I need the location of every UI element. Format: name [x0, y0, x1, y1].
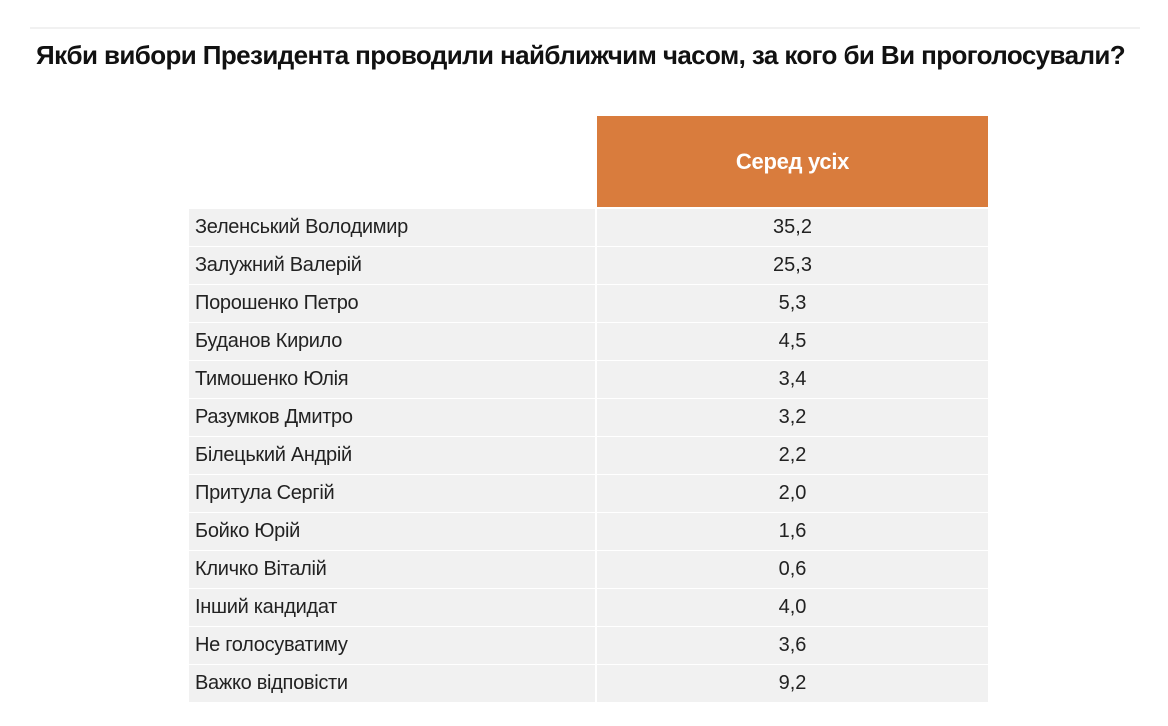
candidate-value: 9,2	[597, 665, 988, 702]
candidate-value: 3,2	[597, 399, 988, 436]
table-row: Бойко Юрій 1,6	[189, 513, 988, 550]
table-row: Зеленський Володимир 35,2	[189, 209, 988, 246]
candidate-name: Тимошенко Юлія	[189, 361, 595, 398]
page-title: Якби вибори Президента проводили найближ…	[36, 40, 1126, 70]
candidate-name: Зеленський Володимир	[189, 209, 595, 246]
table-row: Інший кандидат 4,0	[189, 589, 988, 626]
table-row: Кличко Віталій 0,6	[189, 551, 988, 588]
candidate-name: Не голосуватиму	[189, 627, 595, 664]
table-row: Притула Сергій 2,0	[189, 475, 988, 512]
candidate-value: 35,2	[597, 209, 988, 246]
column-header: Серед усіх	[597, 116, 988, 207]
candidate-name: Кличко Віталій	[189, 551, 595, 588]
candidate-value: 1,6	[597, 513, 988, 550]
candidate-value: 4,0	[597, 589, 988, 626]
candidate-name: Бойко Юрій	[189, 513, 595, 550]
candidate-name: Буданов Кирило	[189, 323, 595, 360]
table-row: Не голосуватиму 3,6	[189, 627, 988, 664]
candidate-name: Інший кандидат	[189, 589, 595, 626]
candidate-value: 0,6	[597, 551, 988, 588]
candidate-value: 3,6	[597, 627, 988, 664]
candidate-value: 2,0	[597, 475, 988, 512]
candidate-value: 4,5	[597, 323, 988, 360]
candidate-name: Притула Сергій	[189, 475, 595, 512]
table-row: Залужний Валерій 25,3	[189, 247, 988, 284]
candidate-value: 2,2	[597, 437, 988, 474]
candidate-value: 3,4	[597, 361, 988, 398]
candidate-name: Важко відповісти	[189, 665, 595, 702]
candidate-name: Білецький Андрій	[189, 437, 595, 474]
table-row: Порошенко Петро 5,3	[189, 285, 988, 322]
table-row: Разумков Дмитро 3,2	[189, 399, 988, 436]
candidate-name: Залужний Валерій	[189, 247, 595, 284]
candidate-value: 25,3	[597, 247, 988, 284]
table-row: Білецький Андрій 2,2	[189, 437, 988, 474]
candidate-name: Порошенко Петро	[189, 285, 595, 322]
results-table: Зеленський Володимир 35,2 Залужний Валер…	[189, 208, 988, 703]
table-row: Тимошенко Юлія 3,4	[189, 361, 988, 398]
column-header-label: Серед усіх	[735, 148, 850, 174]
candidate-name: Разумков Дмитро	[189, 399, 595, 436]
table-row: Буданов Кирило 4,5	[189, 323, 988, 360]
top-divider	[30, 27, 1140, 29]
table-row: Важко відповісти 9,2	[189, 665, 988, 702]
candidate-value: 5,3	[597, 285, 988, 322]
